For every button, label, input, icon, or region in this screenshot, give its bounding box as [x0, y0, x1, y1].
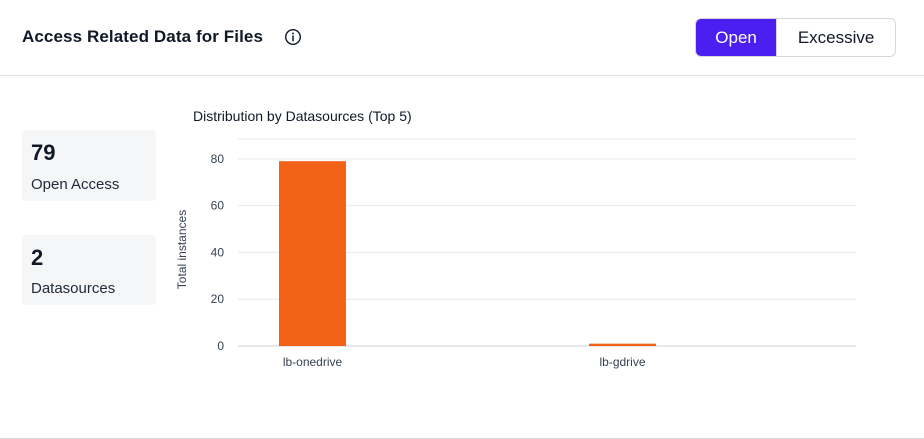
stat-card-datasources: 2 Datasources	[22, 235, 156, 305]
bar-lb-onedrive	[279, 161, 346, 346]
card-header: Access Related Data for Files Open Exces…	[0, 0, 924, 76]
y-tick-label: 0	[217, 339, 224, 353]
card-title: Access Related Data for Files	[22, 27, 263, 46]
x-tick-label: lb-gdrive	[599, 355, 645, 369]
access-type-toggle: Open Excessive	[695, 18, 896, 57]
y-axis-label: Total instances	[175, 210, 189, 289]
datasource-bar-chart: 0 20 40 60 80 Total instances lb-onedrive lb-gd…	[160, 125, 880, 385]
stat-value: 79	[31, 140, 56, 165]
info-icon[interactable]	[284, 28, 302, 46]
excessive-toggle-button[interactable]: Excessive	[776, 19, 895, 56]
x-tick-label: lb-onedrive	[283, 355, 343, 369]
bar-lb-gdrive	[589, 343, 656, 346]
stat-label: Open Access	[31, 176, 120, 193]
y-tick-label: 20	[211, 292, 225, 306]
chart-svg: 0 20 40 60 80 Total instances lb-onedrive lb-gd…	[175, 138, 856, 369]
y-tick-label: 40	[211, 245, 225, 259]
y-tick-label: 60	[211, 199, 225, 213]
chart-title: Distribution by Datasources (Top 5)	[193, 108, 412, 124]
stat-card-open-access: 79 Open Access	[22, 130, 156, 201]
stat-value: 2	[31, 245, 44, 270]
stat-label: Datasources	[31, 280, 116, 297]
open-toggle-button[interactable]: Open	[696, 19, 777, 56]
y-tick-label: 80	[211, 152, 225, 166]
